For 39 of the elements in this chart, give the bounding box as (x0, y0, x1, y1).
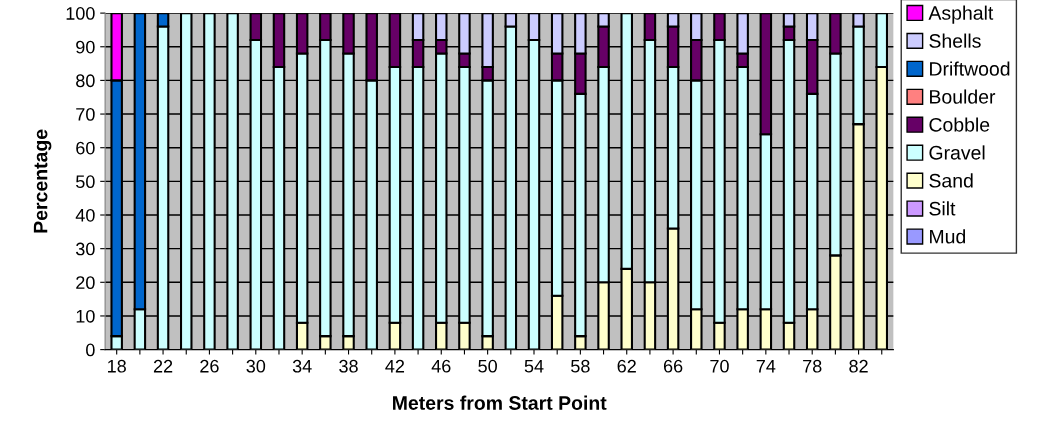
legend-label: Sand (929, 173, 973, 188)
x-tick-label: 54 (524, 359, 544, 373)
y-tick-label: 50 (76, 175, 95, 189)
x-tick-label: 30 (246, 359, 266, 373)
x-tick-label: 50 (478, 359, 497, 373)
y-tick-label: 10 (76, 309, 95, 323)
x-tick-label: 46 (431, 359, 451, 373)
x-tick-label: 18 (108, 359, 126, 373)
y-tick-label: 30 (75, 242, 95, 256)
y-tick-label: 80 (76, 74, 95, 88)
x-tick-label: 58 (571, 359, 590, 373)
legend-label: Shells (929, 33, 981, 48)
x-tick-label: 74 (756, 359, 776, 373)
y-tick-label: 20 (76, 276, 95, 290)
x-tick-label: 42 (385, 359, 405, 373)
y-tick-label: 40 (75, 208, 95, 222)
x-tick-label: 38 (339, 359, 358, 373)
x-axis-title: Meters from Start Point (393, 395, 607, 410)
y-tick-label: 60 (76, 141, 95, 155)
x-tick-label: 82 (849, 359, 868, 373)
legend-label: Mud (930, 229, 966, 244)
legend-label: Driftwood (930, 61, 1010, 76)
legend-label: Silt (929, 201, 956, 216)
x-tick-label: 34 (292, 359, 312, 373)
x-tick-label: 22 (153, 359, 173, 373)
legend-label: Gravel (929, 145, 985, 160)
y-tick-label: 70 (76, 107, 95, 121)
y-tick-label: 0 (86, 343, 95, 357)
x-tick-label: 26 (200, 359, 219, 373)
x-tick-label: 66 (663, 359, 683, 373)
x-tick-label: 62 (617, 359, 636, 373)
legend-label: Boulder (930, 89, 996, 104)
y-tick-label: 90 (76, 40, 95, 54)
legend-label: Asphalt (928, 5, 994, 24)
legend-label: Cobble (929, 117, 990, 132)
x-tick-label: 70 (710, 359, 729, 373)
y-tick-label: 100 (66, 7, 95, 20)
y-axis-title: Percentage (33, 129, 52, 233)
x-tick-label: 78 (803, 359, 822, 373)
